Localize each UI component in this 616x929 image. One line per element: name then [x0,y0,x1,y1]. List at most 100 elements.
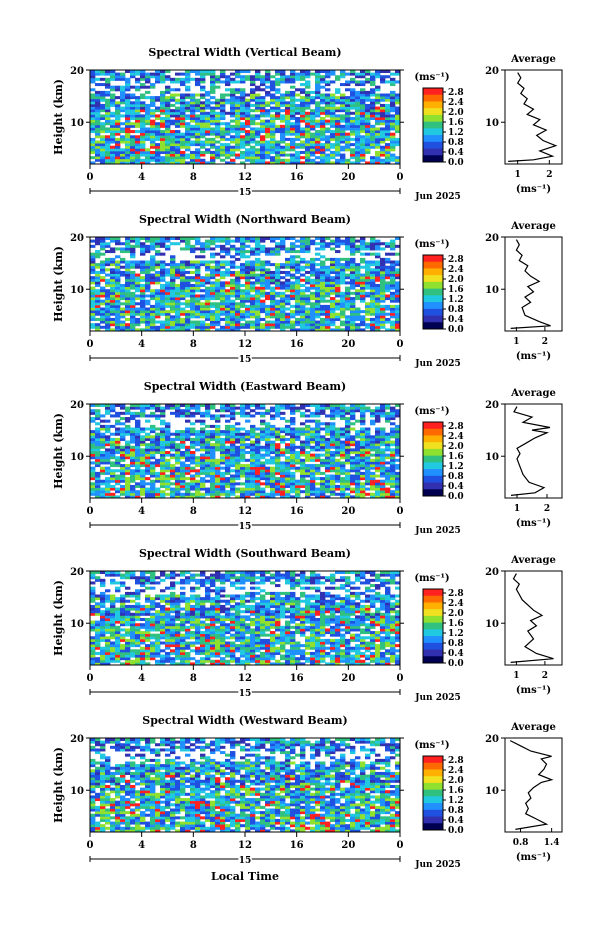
heatmap-cell [285,466,291,470]
heatmap-cell [130,427,136,431]
heatmap-cell [270,461,276,465]
heatmap-cell [185,132,191,136]
heatmap-cell [270,119,276,123]
heatmap-cell [95,437,101,441]
heatmap-cell [295,461,301,465]
heatmap-cell [155,161,161,165]
heatmap-cell [205,150,211,154]
heatmap-cell [120,432,126,436]
heatmap-cell [160,265,166,269]
heatmap-cell [265,427,271,431]
heatmap-cell [110,70,116,74]
heatmap-cell [135,72,141,76]
heatmap-cell [235,286,241,290]
heatmap-cell [180,96,186,100]
heatmap-cell [255,484,261,488]
heatmap-cell [370,145,376,149]
heatmap-cell [150,242,156,246]
heatmap-cell [250,252,256,256]
heatmap-cell [220,291,226,295]
heatmap-cell [195,158,201,162]
heatmap-cell [205,466,211,470]
heatmap-cell [280,130,286,134]
heatmap-cell [280,72,286,76]
heatmap-cell [265,250,271,254]
heatmap-cell [240,294,246,298]
heatmap-cell [215,437,221,441]
heatmap-cell [290,466,296,470]
heatmap-cell [185,237,191,241]
heatmap-cell [95,302,101,306]
heatmap-cell [140,127,146,131]
heatmap-cell [360,328,366,332]
heatmap-cell [115,289,121,293]
heatmap-cell [380,263,386,267]
heatmap-cell [210,140,216,144]
heatmap-cell [170,456,176,460]
heatmap-cell [225,80,231,84]
heatmap-cell [135,148,141,152]
heatmap-cell [185,456,191,460]
heatmap-cell [180,270,186,274]
heatmap-cell [190,312,196,316]
heatmap-cell [90,411,96,415]
heatmap-cell [385,137,391,141]
heatmap-cell [315,291,321,295]
heatmap-cell [325,453,331,457]
heatmap-cell [215,150,221,154]
heatmap-cell [105,250,111,254]
heatmap-cell [290,101,296,105]
heatmap-cell [355,145,361,149]
heatmap-cell [90,404,96,408]
heatmap-cell [190,451,196,455]
heatmap-cell [285,117,291,121]
heatmap-cell [355,312,361,316]
heatmap-cell [330,135,336,139]
heatmap-cell [105,312,111,316]
heatmap-cell [165,244,171,248]
heatmap-cell [340,265,346,269]
heatmap-cell [320,161,326,165]
heatmap-cell [125,466,131,470]
heatmap-cell [245,77,251,81]
heatmap-cell [175,137,181,141]
heatmap-cell [180,310,186,314]
heatmap-cell [245,419,251,423]
heatmap-cell [265,458,271,462]
heatmap-cell [225,153,231,157]
heatmap-cell [365,304,371,308]
heatmap-cell [140,265,146,269]
heatmap-cell [320,323,326,327]
heatmap-cell [215,284,221,288]
heatmap-cell [310,490,316,494]
heatmap-cell [190,127,196,131]
heatmap-cell [245,98,251,102]
heatmap-cell [370,302,376,306]
heatmap-cell [135,244,141,248]
heatmap-cell [260,430,266,434]
heatmap-cell [365,284,371,288]
heatmap-cell [310,260,316,264]
heatmap-cell [255,263,261,267]
heatmap-cell [180,247,186,251]
heatmap-cell [110,328,116,332]
heatmap-cell [120,490,126,494]
heatmap-cell [230,456,236,460]
heatmap-cell [120,328,126,332]
heatmap-cell [145,299,151,303]
heatmap-cell [380,75,386,79]
heatmap-cell [180,456,186,460]
heatmap-cell [250,109,256,113]
heatmap-cell [265,161,271,165]
heatmap-cell [110,474,116,478]
heatmap-cell [195,286,201,290]
heatmap-cell [225,419,231,423]
heatmap-cell [165,156,171,160]
heatmap-cell [145,464,151,468]
heatmap-cell [150,492,156,496]
heatmap-cell [315,422,321,426]
heatmap-cell [375,106,381,110]
heatmap-cell [205,263,211,267]
heatmap-cell [135,276,141,280]
heatmap-cell [105,419,111,423]
